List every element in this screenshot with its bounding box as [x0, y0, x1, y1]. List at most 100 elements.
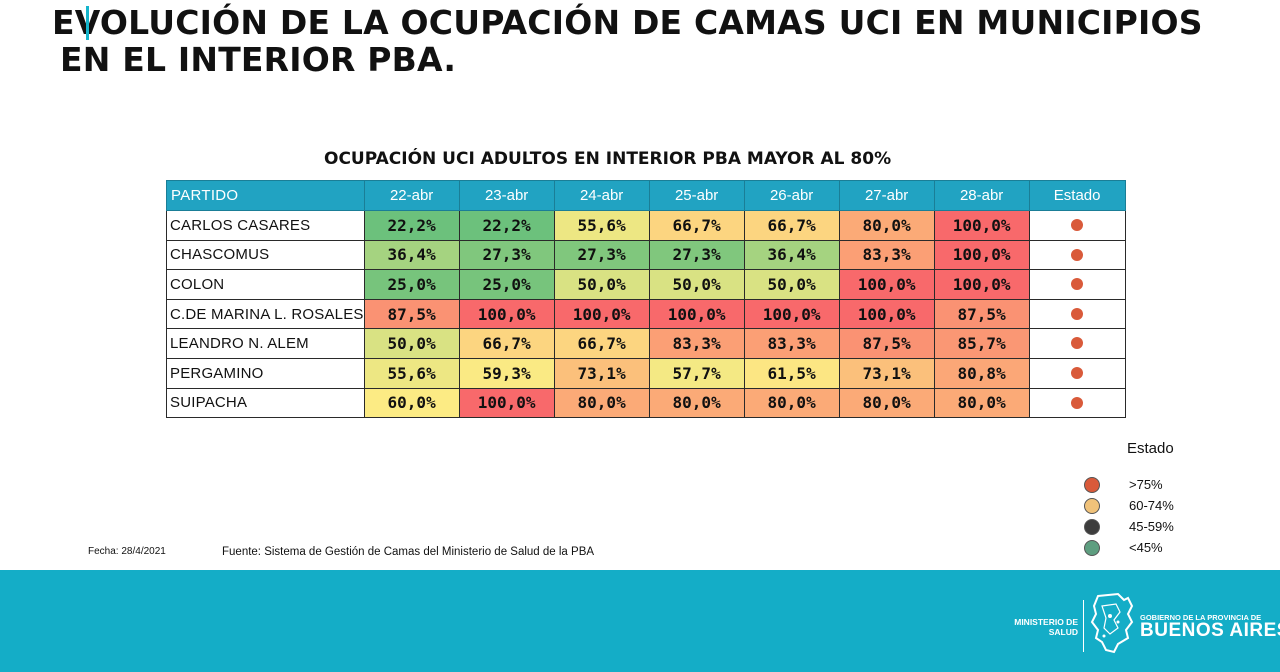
- column-header-estado: Estado: [1028, 180, 1126, 211]
- table-row: COLON 25,0% 25,0% 50,0% 50,0% 50,0% 100,0% 100,…: [166, 269, 1126, 300]
- footnote-source: Fuente: Sistema de Gestión de Camas del …: [222, 546, 595, 558]
- column-header-date: 24-abr: [553, 180, 650, 211]
- column-header-partido: PARTIDO: [166, 180, 365, 211]
- legend-item: >75%: [1082, 476, 1202, 494]
- occupancy-cell: 80,0%: [553, 387, 650, 419]
- partido-cell: CHASCOMUS: [166, 239, 365, 271]
- occupancy-table: PARTIDO 22-abr 23-abr 24-abr 25-abr 26-abr 27-…: [166, 180, 1126, 419]
- footer-band: MINISTERIO DE SALUD GOBIERNO DE LA PROVI…: [0, 570, 1280, 672]
- occupancy-cell: 100,0%: [838, 298, 935, 330]
- occupancy-cell: 36,4%: [743, 239, 840, 271]
- estado-cell: [1028, 210, 1126, 241]
- occupancy-cell: 73,1%: [838, 357, 935, 389]
- table-row: SUIPACHA 60,0% 100,0% 80,0% 80,0% 80,0% 80,0% 8…: [166, 387, 1126, 419]
- legend-label: <45%: [1129, 540, 1163, 555]
- footnote-date: Fecha: 28/4/2021: [88, 546, 166, 557]
- occupancy-cell: 50,0%: [553, 269, 650, 300]
- occupancy-cell: 87,5%: [838, 328, 935, 359]
- estado-dot-icon: [1071, 307, 1084, 320]
- occupancy-cell: 66,7%: [458, 328, 555, 359]
- legend-dot-icon: [1084, 519, 1100, 535]
- occupancy-cell: 100,0%: [933, 239, 1030, 271]
- estado-cell: [1028, 269, 1126, 300]
- occupancy-cell: 80,0%: [838, 210, 935, 241]
- estado-cell: [1028, 357, 1126, 389]
- occupancy-cell: 55,6%: [553, 210, 650, 241]
- gobierno-label-small: GOBIERNO DE LA PROVINCIA DE: [1140, 613, 1262, 622]
- occupancy-cell: 83,3%: [743, 328, 840, 359]
- table-row: LEANDRO N. ALEM 50,0% 66,7% 66,7% 83,3% 83,3%…: [166, 328, 1126, 359]
- province-map-icon: [1090, 592, 1134, 654]
- gobierno-label-big: BUENOS AIRES: [1140, 620, 1280, 641]
- logo-divider: [1083, 600, 1084, 652]
- occupancy-cell: 100,0%: [458, 298, 555, 330]
- table-body: CARLOS CASARES 22,2% 22,2% 55,6% 66,7% 66,7% 8…: [166, 210, 1126, 419]
- legend-item: <45%: [1082, 539, 1202, 557]
- column-header-date: 22-abr: [363, 180, 460, 211]
- partido-cell: COLON: [166, 269, 365, 300]
- occupancy-cell: 80,8%: [933, 357, 1030, 389]
- legend-dot-icon: [1084, 540, 1100, 556]
- occupancy-cell: 50,0%: [648, 269, 745, 300]
- table-header-row: PARTIDO 22-abr 23-abr 24-abr 25-abr 26-abr 27-…: [166, 180, 1126, 211]
- estado-cell: [1028, 239, 1126, 271]
- occupancy-cell: 87,5%: [363, 298, 460, 330]
- partido-cell: LEANDRO N. ALEM: [166, 328, 365, 359]
- legend-dot-icon: [1084, 498, 1100, 514]
- table-row: CHASCOMUS 36,4% 27,3% 27,3% 27,3% 36,4% 83,3% 1…: [166, 239, 1126, 271]
- column-header-date: 25-abr: [648, 180, 745, 211]
- occupancy-cell: 27,3%: [458, 239, 555, 271]
- occupancy-cell: 66,7%: [648, 210, 745, 241]
- occupancy-cell: 59,3%: [458, 357, 555, 389]
- occupancy-cell: 87,5%: [933, 298, 1030, 330]
- table-row: PERGAMINO 55,6% 59,3% 73,1% 57,7% 61,5% 73,1% 8…: [166, 357, 1126, 389]
- column-header-date: 26-abr: [743, 180, 840, 211]
- legend-label: >75%: [1129, 477, 1163, 492]
- estado-dot-icon: [1071, 278, 1084, 291]
- occupancy-cell: 66,7%: [553, 328, 650, 359]
- column-header-date: 23-abr: [458, 180, 555, 211]
- table-row: CARLOS CASARES 22,2% 22,2% 55,6% 66,7% 66,7% 8…: [166, 210, 1126, 241]
- estado-dot-icon: [1071, 337, 1084, 350]
- estado-dot-icon: [1071, 396, 1084, 409]
- estado-dot-icon: [1071, 367, 1084, 380]
- page-title: EVOLUCIÓN DE LA OCUPACIÓN DE CAMAS UCI E…: [52, 3, 1203, 79]
- column-header-date: 28-abr: [933, 180, 1030, 211]
- estado-cell: [1028, 298, 1126, 330]
- occupancy-cell: 22,2%: [363, 210, 460, 241]
- occupancy-cell: 36,4%: [363, 239, 460, 271]
- occupancy-cell: 83,3%: [838, 239, 935, 271]
- occupancy-cell: 50,0%: [363, 328, 460, 359]
- occupancy-cell: 61,5%: [743, 357, 840, 389]
- page-title-line-2: EN EL INTERIOR PBA.: [60, 40, 457, 79]
- occupancy-cell: 57,7%: [648, 357, 745, 389]
- estado-dot-icon: [1071, 219, 1084, 232]
- occupancy-cell: 73,1%: [553, 357, 650, 389]
- occupancy-cell: 100,0%: [458, 387, 555, 419]
- occupancy-cell: 50,0%: [743, 269, 840, 300]
- occupancy-cell: 80,0%: [648, 387, 745, 419]
- occupancy-cell: 100,0%: [838, 269, 935, 300]
- page-title-line-1: EVOLUCIÓN DE LA OCUPACIÓN DE CAMAS UCI E…: [52, 3, 1203, 42]
- occupancy-cell: 80,0%: [933, 387, 1030, 419]
- ministerio-logo-text: MINISTERIO DE SALUD: [1014, 617, 1078, 637]
- legend-label: 60-74%: [1129, 498, 1174, 513]
- partido-cell: PERGAMINO: [166, 357, 365, 389]
- occupancy-cell: 55,6%: [363, 357, 460, 389]
- partido-cell: CARLOS CASARES: [166, 210, 365, 241]
- legend-title: Estado: [1127, 440, 1174, 457]
- occupancy-cell: 66,7%: [743, 210, 840, 241]
- legend-item: 45-59%: [1082, 518, 1202, 536]
- occupancy-cell: 27,3%: [648, 239, 745, 271]
- text-cursor: [86, 6, 89, 40]
- partido-cell: C.DE MARINA L. ROSALES: [166, 298, 365, 330]
- occupancy-cell: 100,0%: [648, 298, 745, 330]
- estado-dot-icon: [1071, 248, 1084, 261]
- occupancy-cell: 27,3%: [553, 239, 650, 271]
- occupancy-cell: 100,0%: [933, 269, 1030, 300]
- legend-label: 45-59%: [1129, 519, 1174, 534]
- occupancy-cell: 25,0%: [458, 269, 555, 300]
- table-row: C.DE MARINA L. ROSALES 87,5% 100,0% 100,0% 1…: [166, 298, 1126, 330]
- legend-dot-icon: [1084, 477, 1100, 493]
- estado-cell: [1028, 328, 1126, 359]
